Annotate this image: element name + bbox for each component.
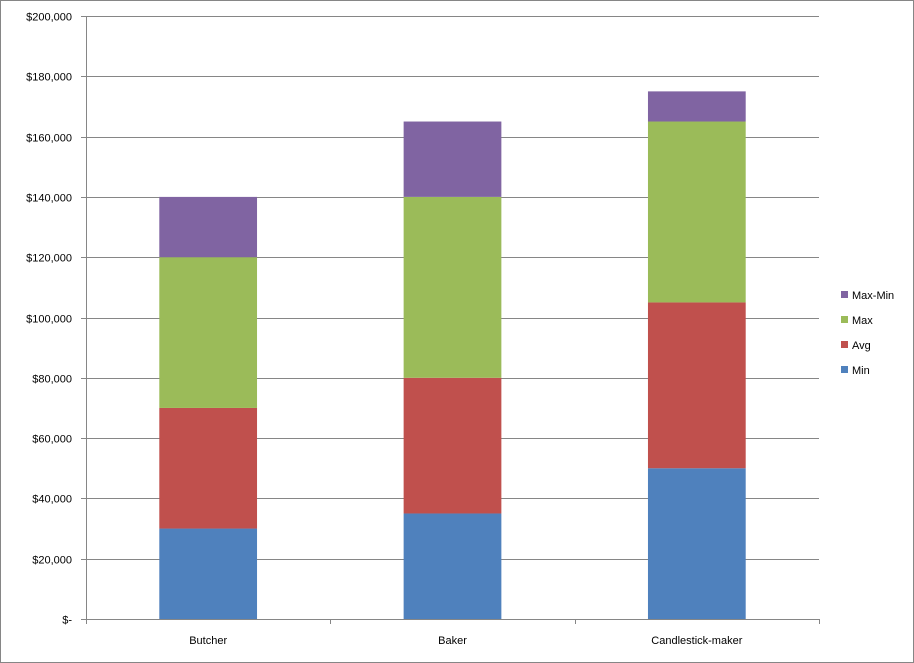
- bar-segment-avg: [647, 302, 746, 469]
- legend-swatch: [841, 341, 848, 348]
- bar-segment-min: [403, 513, 502, 619]
- bar-segment-max: [159, 257, 258, 408]
- y-tick-label: $160,000: [26, 133, 72, 145]
- bar-segment-max-min: [403, 121, 502, 197]
- y-tick-label: $120,000: [26, 253, 72, 265]
- legend-label: Min: [852, 365, 870, 377]
- bar-segment-max: [403, 196, 502, 378]
- bar-segment-min: [647, 468, 746, 619]
- y-tick-label: $80,000: [32, 374, 72, 386]
- legend-label: Max-Min: [852, 290, 894, 302]
- x-category-label: Baker: [438, 635, 467, 647]
- y-tick-label: $180,000: [26, 72, 72, 84]
- bar-segment-max-min: [159, 196, 258, 258]
- x-category-labels: Butcher Baker Candlestick-maker: [189, 635, 743, 647]
- y-tick-label: $40,000: [32, 494, 72, 506]
- y-tick-label: $140,000: [26, 193, 72, 205]
- legend-label: Max: [852, 315, 873, 327]
- legend-swatch: [841, 316, 848, 323]
- y-tick-label: $200,000: [26, 12, 72, 24]
- bar-segment-avg: [403, 377, 502, 514]
- y-tick-labels: $- $20,000 $40,000 $60,000 $80,000 $100,000 $1…: [26, 12, 72, 627]
- y-tick-label: $-: [62, 615, 72, 627]
- bar-segment-avg: [159, 407, 258, 529]
- axes: [81, 16, 820, 624]
- bars: [159, 91, 746, 619]
- x-category-label: Candlestick-maker: [651, 635, 742, 647]
- y-tick-label: $20,000: [32, 555, 72, 567]
- bar-segment-max-min: [647, 91, 746, 122]
- y-tick-label: $60,000: [32, 434, 72, 446]
- x-category-label: Butcher: [189, 635, 227, 647]
- legend-swatch: [841, 366, 848, 373]
- y-tick-label: $100,000: [26, 314, 72, 326]
- bar-segment-max: [647, 121, 746, 303]
- bar-segment-min: [159, 528, 258, 619]
- legend-label: Avg: [852, 340, 871, 352]
- legend: Max-Min Max Avg Min: [841, 290, 894, 377]
- legend-swatch: [841, 291, 848, 298]
